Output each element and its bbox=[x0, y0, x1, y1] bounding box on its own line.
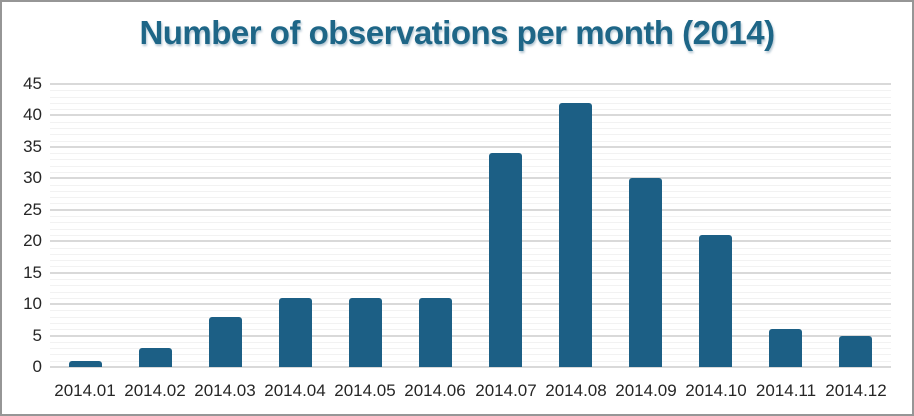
bar-2014.02 bbox=[139, 348, 172, 367]
y-tick-label: 30 bbox=[23, 168, 42, 188]
y-tick-label: 45 bbox=[23, 74, 42, 93]
x-axis-label: 2014.05 bbox=[334, 381, 396, 400]
bar-2014.08 bbox=[559, 103, 592, 367]
bar-2014.01 bbox=[69, 361, 102, 367]
minor-gridline bbox=[50, 159, 891, 161]
x-axis-label: 2014.03 bbox=[194, 381, 256, 400]
major-gridline bbox=[50, 240, 891, 243]
minor-gridline bbox=[50, 222, 891, 224]
major-gridline bbox=[50, 303, 891, 306]
major-gridline bbox=[50, 208, 891, 211]
x-axis-label: 2014.01 bbox=[54, 381, 116, 400]
y-tick-label: 5 bbox=[32, 325, 42, 345]
minor-gridline bbox=[50, 216, 891, 218]
minor-gridline bbox=[50, 316, 891, 318]
plot-area bbox=[50, 83, 891, 368]
minor-gridline bbox=[50, 266, 891, 268]
bar-2014.06 bbox=[419, 298, 452, 367]
x-axis-label: 2014.10 bbox=[685, 381, 747, 400]
minor-gridline bbox=[50, 348, 891, 350]
x-axis-label: 2014.12 bbox=[825, 381, 887, 400]
minor-gridline bbox=[50, 360, 891, 362]
y-tick-label: 15 bbox=[23, 262, 42, 282]
major-gridline bbox=[50, 177, 891, 180]
minor-gridline bbox=[50, 234, 891, 236]
major-gridline bbox=[50, 271, 891, 274]
bar-2014.12 bbox=[839, 336, 872, 367]
minor-gridline bbox=[50, 341, 891, 343]
minor-gridline bbox=[50, 197, 891, 199]
minor-gridline bbox=[50, 153, 891, 155]
x-axis-label: 2014.09 bbox=[615, 381, 677, 400]
y-tick-label: 40 bbox=[23, 105, 42, 125]
minor-gridline bbox=[50, 291, 891, 293]
x-axis-label: 2014.06 bbox=[404, 381, 466, 400]
minor-gridline bbox=[50, 247, 891, 249]
minor-gridline bbox=[50, 165, 891, 167]
minor-gridline bbox=[50, 134, 891, 136]
major-gridline bbox=[50, 334, 891, 337]
minor-gridline bbox=[50, 253, 891, 255]
bar-2014.04 bbox=[279, 298, 312, 367]
x-axis-label: 2014.11 bbox=[755, 381, 817, 400]
x-axis-label: 2014.07 bbox=[475, 381, 537, 400]
minor-gridline bbox=[50, 329, 891, 331]
bar-2014.09 bbox=[629, 178, 662, 367]
minor-gridline bbox=[50, 121, 891, 123]
bar-2014.11 bbox=[769, 329, 802, 367]
y-tick-label: 35 bbox=[23, 136, 42, 156]
minor-gridline bbox=[50, 184, 891, 186]
bar-2014.10 bbox=[699, 235, 732, 367]
y-tick-label: 20 bbox=[23, 231, 42, 251]
bar-2014.03 bbox=[209, 317, 242, 367]
minor-gridline bbox=[50, 297, 891, 299]
major-gridline bbox=[50, 114, 891, 117]
minor-gridline bbox=[50, 278, 891, 280]
x-axis-label: 2014.02 bbox=[124, 381, 186, 400]
minor-gridline bbox=[50, 260, 891, 262]
minor-gridline bbox=[50, 128, 891, 130]
major-gridline bbox=[50, 366, 891, 368]
minor-gridline bbox=[50, 322, 891, 324]
minor-gridline bbox=[50, 285, 891, 287]
minor-gridline bbox=[50, 140, 891, 142]
y-tick-label: 10 bbox=[23, 294, 42, 314]
major-gridline bbox=[50, 145, 891, 148]
chart-title: Number of observations per month (2014) bbox=[139, 14, 775, 51]
minor-gridline bbox=[50, 203, 891, 205]
x-axis-label: 2014.08 bbox=[545, 381, 607, 400]
minor-gridline bbox=[50, 96, 891, 98]
minor-gridline bbox=[50, 310, 891, 312]
minor-gridline bbox=[50, 354, 891, 356]
major-gridline bbox=[50, 83, 891, 85]
minor-gridline bbox=[50, 90, 891, 92]
minor-gridline bbox=[50, 228, 891, 230]
minor-gridline bbox=[50, 190, 891, 192]
minor-gridline bbox=[50, 172, 891, 174]
y-tick-label: 25 bbox=[23, 199, 42, 219]
x-axis-label: 2014.04 bbox=[264, 381, 326, 400]
minor-gridline bbox=[50, 109, 891, 111]
minor-gridline bbox=[50, 102, 891, 104]
bar-2014.05 bbox=[349, 298, 382, 367]
bar-2014.07 bbox=[489, 153, 522, 367]
y-tick-label: 0 bbox=[32, 357, 42, 376]
